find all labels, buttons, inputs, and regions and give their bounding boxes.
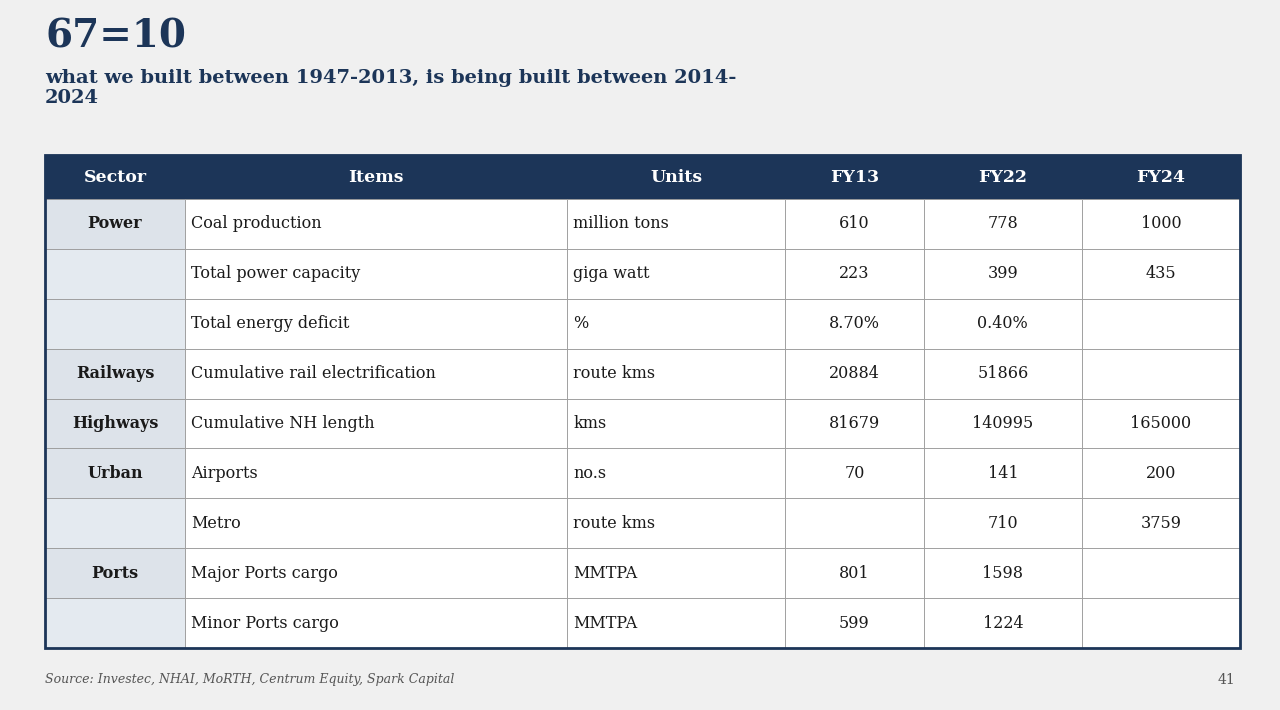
Text: Units: Units xyxy=(650,168,703,185)
Text: 399: 399 xyxy=(987,266,1018,283)
Text: 51866: 51866 xyxy=(977,365,1028,382)
Text: 141: 141 xyxy=(987,465,1018,482)
Text: what we built between 1947-2013, is being built between 2014-
2024: what we built between 1947-2013, is bein… xyxy=(45,69,736,107)
Text: Cumulative NH length: Cumulative NH length xyxy=(191,415,375,432)
Text: 8.70%: 8.70% xyxy=(829,315,879,332)
Text: FY24: FY24 xyxy=(1137,168,1185,185)
Text: 200: 200 xyxy=(1146,465,1176,482)
Text: 165000: 165000 xyxy=(1130,415,1192,432)
Text: 1224: 1224 xyxy=(983,615,1023,632)
Text: 435: 435 xyxy=(1146,266,1176,283)
Text: Source: Investec, NHAI, MoRTH, Centrum Equity, Spark Capital: Source: Investec, NHAI, MoRTH, Centrum E… xyxy=(45,674,454,687)
Text: 801: 801 xyxy=(840,564,869,581)
Text: route kms: route kms xyxy=(573,365,655,382)
Text: Major Ports cargo: Major Ports cargo xyxy=(191,564,338,581)
Text: Total energy deficit: Total energy deficit xyxy=(191,315,349,332)
Text: FY13: FY13 xyxy=(829,168,879,185)
Text: MMTPA: MMTPA xyxy=(573,615,637,632)
Text: FY22: FY22 xyxy=(978,168,1028,185)
Text: 223: 223 xyxy=(840,266,869,283)
Text: 778: 778 xyxy=(987,215,1018,232)
Text: 610: 610 xyxy=(840,215,869,232)
Text: Power: Power xyxy=(87,215,142,232)
Text: Items: Items xyxy=(348,168,404,185)
Text: Cumulative rail electrification: Cumulative rail electrification xyxy=(191,365,436,382)
Text: 20884: 20884 xyxy=(829,365,879,382)
Text: 1000: 1000 xyxy=(1140,215,1181,232)
Text: 599: 599 xyxy=(838,615,870,632)
Text: Railways: Railways xyxy=(76,365,154,382)
Text: Airports: Airports xyxy=(191,465,257,482)
Text: Urban: Urban xyxy=(87,465,143,482)
Text: 67=10: 67=10 xyxy=(45,18,186,56)
Text: 710: 710 xyxy=(987,515,1018,532)
Text: 3759: 3759 xyxy=(1140,515,1181,532)
Text: Coal production: Coal production xyxy=(191,215,321,232)
Text: %: % xyxy=(573,315,589,332)
Text: 0.40%: 0.40% xyxy=(978,315,1028,332)
Text: kms: kms xyxy=(573,415,607,432)
Text: million tons: million tons xyxy=(573,215,669,232)
Text: Metro: Metro xyxy=(191,515,241,532)
Text: 70: 70 xyxy=(845,465,864,482)
Text: MMTPA: MMTPA xyxy=(573,564,637,581)
Text: Total power capacity: Total power capacity xyxy=(191,266,360,283)
Text: 140995: 140995 xyxy=(973,415,1033,432)
Text: Sector: Sector xyxy=(83,168,146,185)
Text: 81679: 81679 xyxy=(828,415,881,432)
Text: Highways: Highways xyxy=(72,415,159,432)
Text: route kms: route kms xyxy=(573,515,655,532)
Text: 41: 41 xyxy=(1217,673,1235,687)
Text: no.s: no.s xyxy=(573,465,607,482)
Text: Minor Ports cargo: Minor Ports cargo xyxy=(191,615,339,632)
Text: Ports: Ports xyxy=(91,564,138,581)
Text: giga watt: giga watt xyxy=(573,266,650,283)
Text: 1598: 1598 xyxy=(982,564,1023,581)
